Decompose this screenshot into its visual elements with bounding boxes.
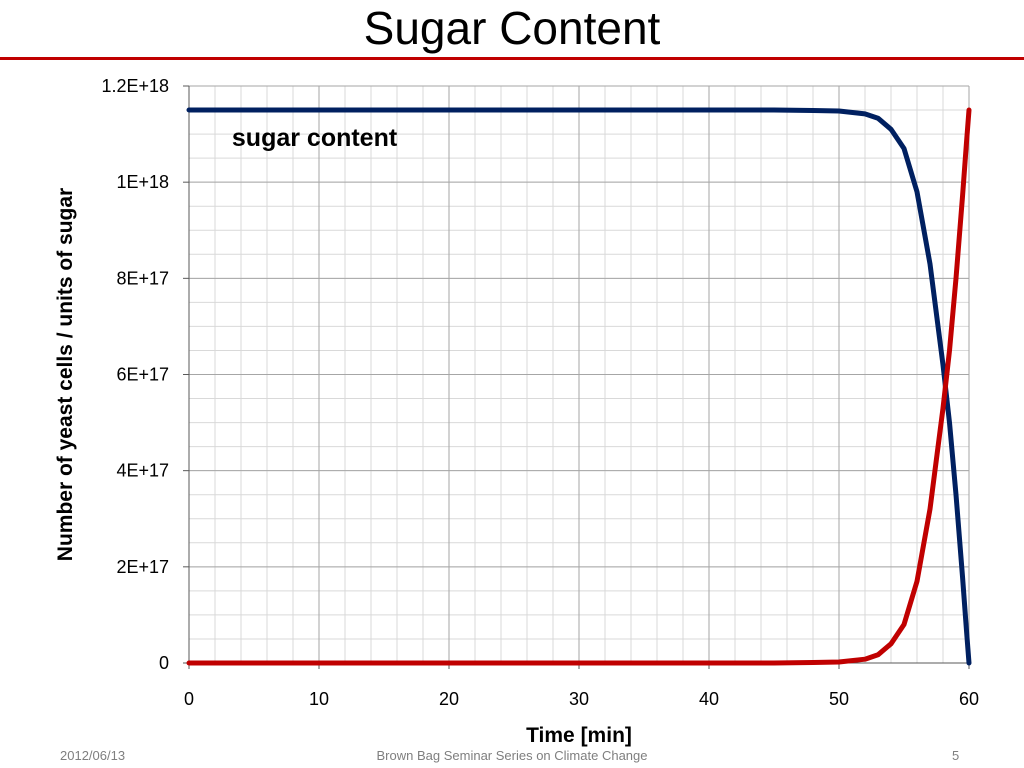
y-axis-title: Number of yeast cells / units of sugar xyxy=(54,188,77,561)
x-tick-label: 10 xyxy=(309,689,329,709)
x-tick-label: 40 xyxy=(699,689,719,709)
y-tick-label: 2E+17 xyxy=(116,557,169,577)
x-tick-label: 0 xyxy=(184,689,194,709)
sugar-series-line xyxy=(186,107,972,666)
x-tick-label: 50 xyxy=(829,689,849,709)
y-tick-label: 4E+17 xyxy=(116,461,169,481)
y-tick-label: 8E+17 xyxy=(116,268,169,288)
y-tick-label: 0 xyxy=(159,653,169,673)
x-axis-title: Time [min] xyxy=(526,724,632,747)
slide-title: Sugar Content xyxy=(363,2,661,54)
footer-date: 2012/06/13 xyxy=(60,748,126,763)
page-number: 5 xyxy=(952,748,960,763)
y-tick-label: 1.2E+18 xyxy=(101,76,169,96)
x-tick-label: 60 xyxy=(959,689,979,709)
footer-series-name: Brown Bag Seminar Series on Climate Chan… xyxy=(376,748,648,763)
x-tick-label: 20 xyxy=(439,689,459,709)
y-tick-label: 6E+17 xyxy=(116,365,169,385)
annotation-sugar-content: sugar content xyxy=(232,124,398,152)
y-tick-label: 1E+18 xyxy=(116,172,169,192)
title-divider xyxy=(0,57,1024,60)
x-tick-label: 30 xyxy=(569,689,589,709)
yeast-series-line xyxy=(186,107,972,666)
